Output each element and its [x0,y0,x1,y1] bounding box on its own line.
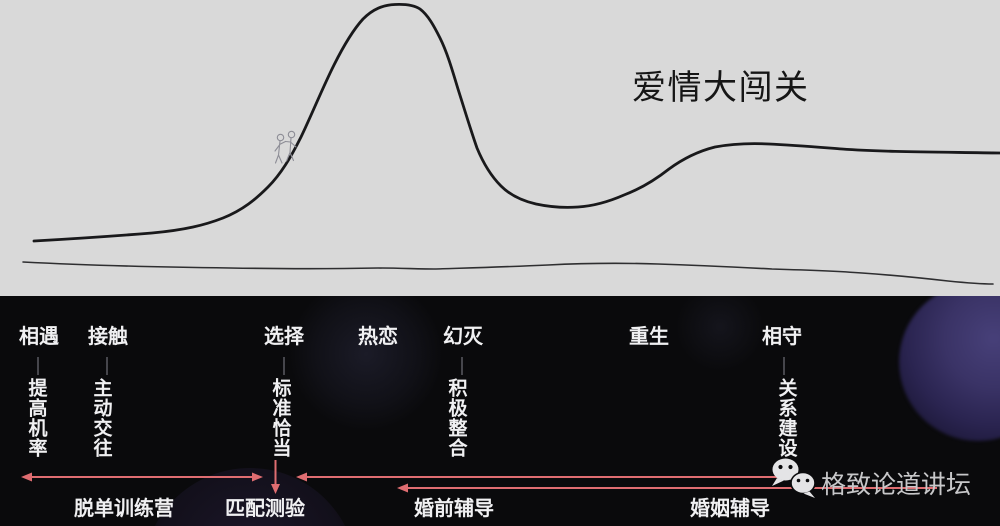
main-curve-line [32,2,1000,243]
program-matching-test: 匹配测验 [225,498,305,520]
slide-title: 爱情大闯关 [632,69,810,107]
stages-panel: 相遇 接触 选择 热恋 幻灭 重生 相守 提高机率 主动交往 标准恰当 积极整合… [0,296,1000,526]
tick-together [783,357,785,375]
tick-choose [283,357,285,375]
tick-contact [106,357,108,375]
note-together: 关系建设 [775,378,797,458]
decorative-purple-circle [899,296,1000,441]
baseline-line [22,261,994,285]
program-singles-camp: 脱单训练营 [74,498,174,520]
program-premarital: 婚前辅导 [414,498,494,520]
arrowhead-left-icon [21,472,32,482]
stage-label-contact: 接触 [88,326,128,348]
relationship-curve-drawing [22,2,1000,285]
wechat-icon [772,458,816,498]
stage-label-disillusion: 幻灭 [443,326,483,348]
note-meet: 提高机率 [25,378,47,458]
tick-meet [37,357,39,375]
stick-couple-icon [274,130,297,164]
decorative-faint-circle-2 [675,296,765,372]
stage-label-rebirth: 重生 [629,326,669,348]
tick-disillusion [461,357,463,375]
note-disillusion: 积极整合 [445,378,467,458]
note-choose: 标准恰当 [269,378,291,458]
decorative-faint-circle [286,296,446,434]
program-marriage: 婚姻辅导 [690,498,770,520]
brand-watermark: 格致论道讲坛 [821,471,972,499]
stage-label-choose: 选择 [264,326,304,348]
stage-label-passion: 热恋 [358,326,398,348]
arrowhead-left-icon [397,483,408,493]
stage-label-meet: 相遇 [19,326,59,348]
note-contact: 主动交往 [90,378,112,458]
stage-label-together: 相守 [762,326,802,348]
curve-panel: 爱情大闯关 [0,0,1000,296]
